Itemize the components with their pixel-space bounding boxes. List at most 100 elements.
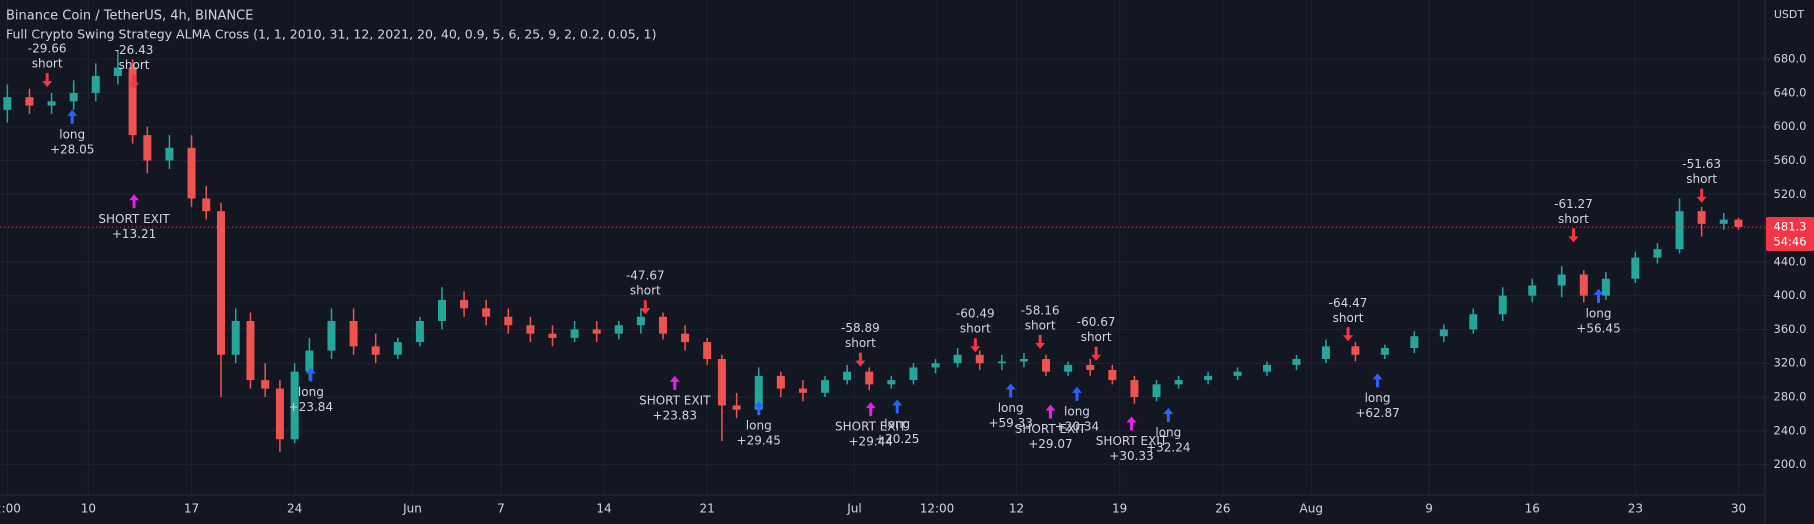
candle-body <box>216 211 225 355</box>
signal-type: long <box>59 127 85 141</box>
signal-pnl: -64.47 <box>1329 296 1368 310</box>
signal-arrow <box>67 109 78 124</box>
signal-type: long <box>998 401 1024 415</box>
signal-pnl: -58.16 <box>1021 303 1060 317</box>
signal-pnl: -61.27 <box>1554 197 1593 211</box>
signal-type: long <box>1064 404 1090 418</box>
signal-type: SHORT EXIT <box>1096 434 1168 448</box>
signal-arrow <box>669 375 680 390</box>
signal-pnl: -58.89 <box>841 321 880 335</box>
candle-body <box>371 346 380 355</box>
signal-arrow <box>970 338 981 353</box>
y-tick-label: 320.0 <box>1774 356 1807 370</box>
countdown-label: 54:46 <box>1773 234 1806 248</box>
signal-arrow <box>753 401 764 416</box>
signal-type: short <box>1686 172 1717 186</box>
signal-arrow <box>129 194 140 209</box>
signal-arrow <box>1372 373 1383 388</box>
y-tick-label: 360.0 <box>1774 322 1807 336</box>
candle-body <box>1263 364 1272 372</box>
signal-arrow <box>1163 407 1174 422</box>
y-tick-label: 440.0 <box>1774 254 1807 268</box>
signal-pnl: -51.63 <box>1682 157 1721 171</box>
x-tick-label: 14 <box>596 502 611 516</box>
x-tick-label: Aug <box>1300 502 1323 516</box>
signals: -29.66short-26.43short-47.67short-58.89s… <box>28 42 1721 463</box>
candle-body <box>1108 369 1117 381</box>
candle-body <box>1064 364 1073 372</box>
candle-body <box>717 359 726 406</box>
chart-title: Binance Coin / TetherUS, 4h, BINANCE <box>6 9 253 24</box>
candle-body <box>843 371 852 381</box>
signal-arrow <box>42 73 53 88</box>
candle-body <box>548 333 557 338</box>
candle-body <box>1233 371 1242 376</box>
candle-body <box>327 320 336 351</box>
candle-body <box>953 354 962 364</box>
signal-pnl: +20.34 <box>1055 419 1099 433</box>
candle-body <box>113 67 122 77</box>
candle-body <box>1130 380 1139 398</box>
signal-type: SHORT EXIT <box>639 393 711 407</box>
x-tick-label: 16 <box>1525 502 1540 516</box>
candle-body <box>570 329 579 338</box>
signal-pnl: +20.25 <box>875 432 919 446</box>
y-tick-label: 400.0 <box>1774 288 1807 302</box>
candle-body <box>1601 278 1610 296</box>
candle-body <box>592 329 601 334</box>
candle-body <box>798 388 807 393</box>
candle-body <box>1292 359 1301 365</box>
signal-arrow <box>1696 188 1707 203</box>
signal-type: SHORT EXIT <box>1015 422 1087 436</box>
y-tick-label: 280.0 <box>1774 390 1807 404</box>
x-tick-label: 7 <box>497 502 505 516</box>
x-tick-label: 9 <box>1425 502 1433 516</box>
y-tick-label: 240.0 <box>1774 423 1807 437</box>
signal-type: short <box>1333 311 1364 325</box>
price-axis-panel <box>1765 0 1814 524</box>
candle-body <box>1439 329 1448 337</box>
x-tick-label: 10 <box>81 502 96 516</box>
candle-body <box>997 361 1006 364</box>
x-tick-label: 23 <box>1628 502 1643 516</box>
candle-body <box>776 375 785 389</box>
candle-body <box>1469 314 1478 330</box>
signal-type: short <box>32 57 63 71</box>
candle-body <box>437 299 446 321</box>
candle-body <box>393 342 402 355</box>
candle-body <box>754 375 763 410</box>
signal-arrow <box>640 300 651 315</box>
candle-body <box>246 320 255 381</box>
candle-body <box>614 325 623 334</box>
candle-body <box>231 320 240 355</box>
candle-body <box>187 147 196 199</box>
candle-body <box>703 342 712 360</box>
signal-type: long <box>298 385 324 399</box>
signal-pnl: -47.67 <box>626 269 665 283</box>
signal-type: long <box>1365 391 1391 405</box>
candle-body <box>415 320 424 343</box>
candle-body <box>202 198 211 212</box>
candle-body <box>349 320 358 347</box>
y-tick-label: 600.0 <box>1774 119 1807 133</box>
candle-body <box>69 92 78 102</box>
signal-arrow <box>1005 383 1016 398</box>
candle-body <box>1019 359 1028 362</box>
x-tick-label: Jun <box>402 502 422 516</box>
candle-body <box>1204 375 1213 381</box>
signal-pnl: +13.21 <box>112 227 156 241</box>
candle-body <box>887 380 896 385</box>
candle-body <box>526 325 535 334</box>
currency-label: USDT <box>1774 8 1805 21</box>
candle-body <box>261 380 270 389</box>
signal-type: long <box>746 419 772 433</box>
signal-type: short <box>630 284 661 298</box>
candle-body <box>1653 249 1662 258</box>
candle-body <box>1086 364 1095 370</box>
y-tick-label: 520.0 <box>1774 187 1807 201</box>
signal-pnl: -29.66 <box>28 42 67 56</box>
candle-body <box>1498 295 1507 315</box>
signal-type: long <box>1155 425 1181 439</box>
x-tick-label: 24 <box>287 502 302 516</box>
signal-type: short <box>960 322 991 336</box>
